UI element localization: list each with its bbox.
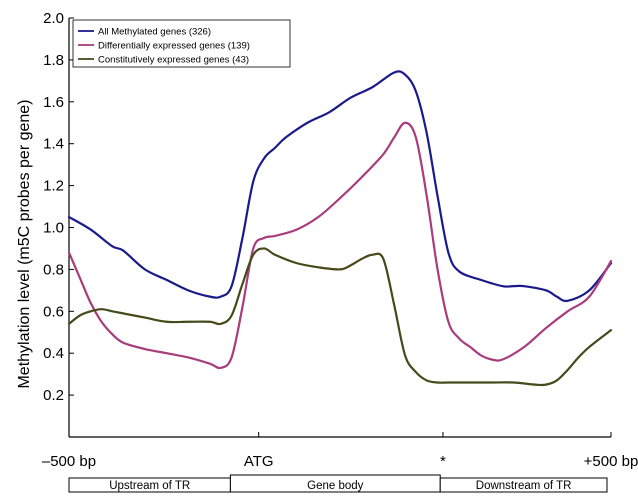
y-tick-label: 1.2: [43, 178, 64, 195]
y-tick-label: 0.6: [43, 303, 64, 320]
y-tick-label: 0.2: [43, 387, 64, 404]
series-line-2: [67, 121, 613, 370]
x-tick-label: ATG: [244, 453, 274, 470]
region-label-2: Gene body: [307, 480, 364, 492]
x-tick-label: +500 bp: [584, 453, 638, 470]
legend-label-2: Differentially expressed genes (139): [98, 41, 250, 52]
series-lines: [67, 70, 613, 387]
legend: All Methylated genes (326) Differentially…: [72, 19, 291, 68]
x-axis: –500 bp ATG * +500 bp: [42, 432, 638, 470]
legend-label-3: Constitutively expressed genes (43): [98, 55, 249, 66]
y-tick-label: 0.4: [43, 345, 64, 362]
y-tick-label: 1.8: [43, 52, 64, 69]
y-tick-label: 1.6: [43, 94, 64, 111]
y-tick-label: 2.0: [43, 10, 64, 27]
x-tick-label: –500 bp: [42, 453, 96, 470]
y-axis-title: Methylation level (m5C probes per gene): [16, 99, 33, 388]
legend-label-1: All Methylated genes (326): [98, 27, 211, 38]
y-tick-label: 1.0: [43, 220, 64, 237]
y-tick-label: 0.8: [43, 261, 64, 278]
region-label-3: Downstream of TR: [476, 480, 572, 492]
legend-box: [72, 19, 291, 68]
region-label-1: Upstream of TR: [109, 480, 190, 492]
y-axis: 0.2 0.4 0.6 0.8 1.0 1.2 1.4 1.6 1.8 2.0: [43, 10, 74, 437]
series-line-1: [67, 70, 613, 303]
gene-region-track: Upstream of TR Gene body Downstream of TR: [68, 474, 608, 493]
series-line-3: [67, 247, 613, 387]
x-tick-label: *: [440, 453, 446, 470]
y-tick-label: 1.4: [43, 136, 64, 153]
region-box-3: [439, 477, 608, 493]
